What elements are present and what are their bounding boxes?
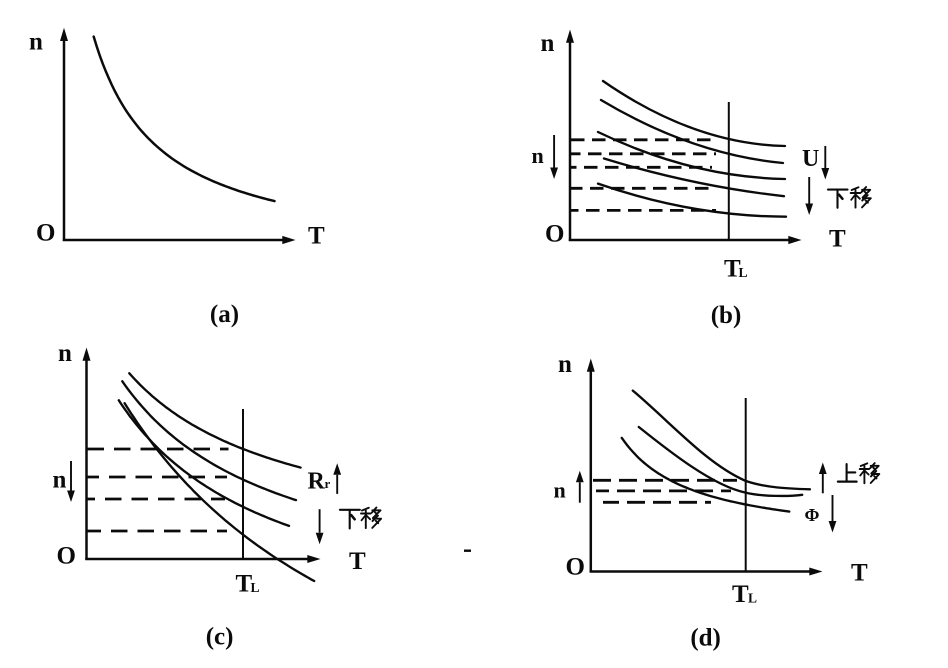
svg-text:r: r xyxy=(325,476,331,491)
svg-text:T: T xyxy=(308,223,325,250)
svg-text:T: T xyxy=(732,581,749,608)
svg-text:(b): (b) xyxy=(711,302,742,329)
svg-text:L: L xyxy=(251,580,260,595)
svg-text:L: L xyxy=(748,591,757,606)
svg-text:(d): (d) xyxy=(690,625,721,652)
svg-text:Φ: Φ xyxy=(805,505,820,525)
svg-text:n: n xyxy=(29,29,43,56)
svg-text:(a): (a) xyxy=(210,301,239,328)
svg-text:n: n xyxy=(58,340,72,367)
svg-text:n: n xyxy=(558,351,572,378)
svg-text:n: n xyxy=(53,467,67,494)
svg-text:T: T xyxy=(724,256,741,283)
svg-text:T: T xyxy=(851,560,868,587)
svg-text:(c): (c) xyxy=(206,624,234,651)
svg-text:O: O xyxy=(36,220,55,247)
svg-text:U: U xyxy=(802,146,819,172)
svg-text:L: L xyxy=(739,265,748,280)
svg-text:O: O xyxy=(545,221,564,248)
svg-text:n: n xyxy=(554,478,566,503)
svg-text:n: n xyxy=(541,30,555,57)
svg-text:T: T xyxy=(236,571,253,598)
svg-text:R: R xyxy=(308,469,326,495)
svg-text:O: O xyxy=(566,554,585,581)
svg-text:O: O xyxy=(57,543,76,570)
svg-text:n: n xyxy=(532,143,544,168)
svg-text:T: T xyxy=(349,548,366,575)
svg-text:T: T xyxy=(829,226,846,253)
